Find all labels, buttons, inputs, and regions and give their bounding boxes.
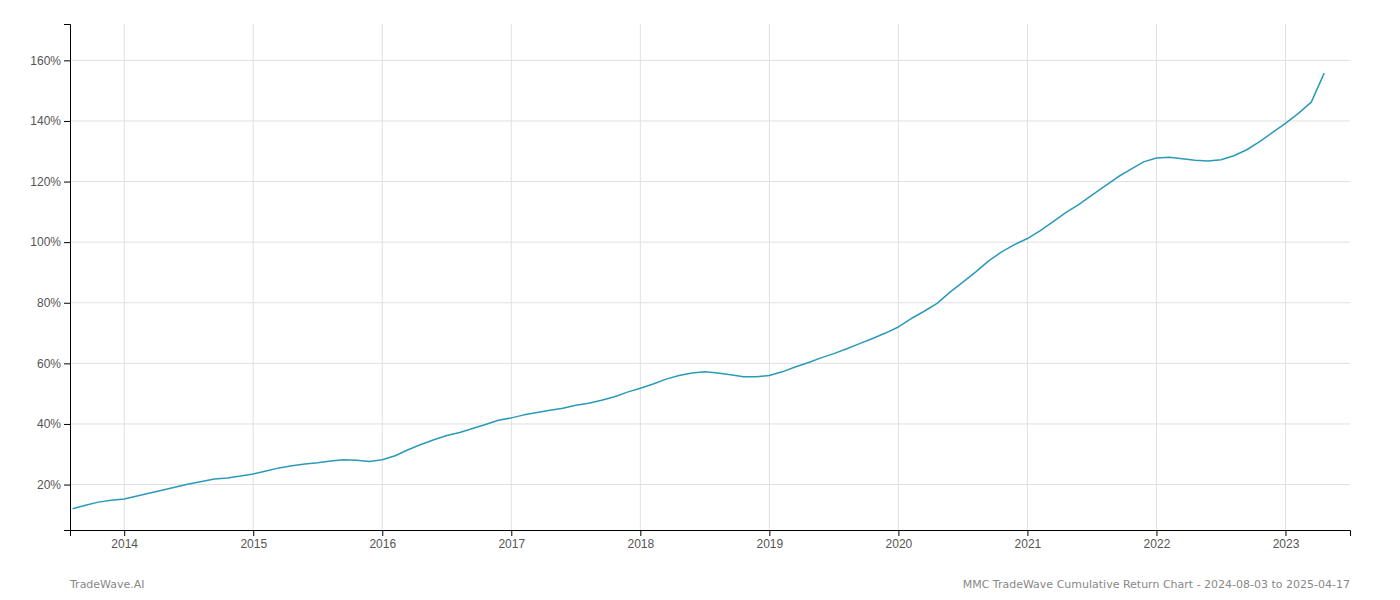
chart: 2014 2015 2016 2017 2018 2019 2020 2021 2022 2023… bbox=[0, 0, 1400, 600]
y-tick-mark bbox=[64, 424, 70, 425]
y-tick-label: 140% bbox=[30, 114, 61, 128]
grid bbox=[70, 24, 1350, 530]
x-tick-label: 2019 bbox=[757, 537, 784, 551]
y-tick-mark bbox=[64, 60, 70, 61]
x-tick: 2016 bbox=[369, 530, 396, 551]
y-tick: 120% bbox=[30, 175, 70, 189]
y-tick-mark bbox=[64, 485, 70, 486]
x-tick-mark bbox=[1027, 530, 1028, 536]
x-tick: 2014 bbox=[111, 530, 138, 551]
x-tick-label: 2023 bbox=[1273, 537, 1300, 551]
line bbox=[73, 73, 1325, 509]
x-tick-mark bbox=[769, 530, 770, 536]
x-tick: 2015 bbox=[240, 530, 267, 551]
y-tick-label: 120% bbox=[30, 175, 61, 189]
y-tick-label: 40% bbox=[37, 417, 61, 431]
grid-line bbox=[898, 24, 899, 530]
x-tick: 2020 bbox=[886, 530, 913, 551]
x-tick: 2021 bbox=[1015, 530, 1042, 551]
x-tick-label: 2020 bbox=[886, 537, 913, 551]
x-tick-label: 2022 bbox=[1144, 537, 1171, 551]
y-tick: 40% bbox=[37, 417, 70, 431]
grid-line bbox=[70, 181, 1350, 182]
y-tick-mark bbox=[64, 303, 70, 304]
x-tick-mark bbox=[253, 530, 254, 536]
x-tick-mark bbox=[640, 530, 641, 536]
grid-line bbox=[1027, 24, 1028, 530]
y-tick-mark bbox=[64, 363, 70, 364]
footer-text: TradeWave.AI bbox=[69, 578, 145, 591]
grid-line bbox=[70, 423, 1350, 424]
grid-line bbox=[70, 363, 1350, 364]
y-tick: 100% bbox=[30, 235, 70, 249]
x-tick-label: 2015 bbox=[240, 537, 267, 551]
y-tick: 80% bbox=[37, 296, 70, 310]
grid-line bbox=[640, 24, 641, 530]
x-tick: 2018 bbox=[627, 530, 654, 551]
grid-line bbox=[70, 302, 1350, 303]
footer-text: MMC TradeWave Cumulative Return Chart - … bbox=[963, 578, 1350, 591]
x-axis: 2014 2015 2016 2017 2018 2019 2020 2021 2022 2023 bbox=[71, 530, 1351, 551]
y-tick: 160% bbox=[30, 54, 70, 68]
y-axis-line bbox=[64, 25, 71, 531]
marks bbox=[73, 73, 1325, 509]
x-tick: 2019 bbox=[757, 530, 784, 551]
y-axis: 20% 40% 60% 80% 100% 120% 140% 160% bbox=[30, 25, 70, 531]
footer: TradeWave.AI MMC TradeWave Cumulative Ret… bbox=[69, 578, 1350, 591]
x-tick-mark bbox=[124, 530, 125, 536]
grid-line bbox=[70, 242, 1350, 243]
grid-line bbox=[70, 60, 1350, 61]
y-tick-label: 60% bbox=[37, 357, 61, 371]
x-tick: 2022 bbox=[1144, 530, 1171, 551]
x-tick-label: 2014 bbox=[111, 537, 138, 551]
x-axis-line bbox=[71, 531, 1351, 537]
grid-line bbox=[1285, 24, 1286, 530]
y-tick: 60% bbox=[37, 357, 70, 371]
y-tick: 20% bbox=[37, 478, 70, 492]
grid-line bbox=[70, 120, 1350, 121]
y-tick-mark bbox=[64, 182, 70, 183]
y-tick-label: 80% bbox=[37, 296, 61, 310]
x-tick-mark bbox=[382, 530, 383, 536]
grid-line bbox=[1156, 24, 1157, 530]
y-tick: 140% bbox=[30, 114, 70, 128]
x-tick-label: 2018 bbox=[627, 537, 654, 551]
x-tick-label: 2017 bbox=[498, 537, 525, 551]
x-tick-mark bbox=[511, 530, 512, 536]
x-tick-label: 2016 bbox=[369, 537, 396, 551]
grid-line bbox=[382, 24, 383, 530]
y-tick-mark bbox=[64, 121, 70, 122]
grid-line bbox=[253, 24, 254, 530]
grid-line bbox=[124, 24, 125, 530]
x-tick-mark bbox=[1156, 530, 1157, 536]
plot: 2014 2015 2016 2017 2018 2019 2020 2021 2022 2023… bbox=[30, 24, 1350, 551]
x-tick: 2023 bbox=[1273, 530, 1300, 551]
y-tick-label: 100% bbox=[30, 235, 61, 249]
x-tick-label: 2021 bbox=[1015, 537, 1042, 551]
y-tick-label: 160% bbox=[30, 54, 61, 68]
y-tick-label: 20% bbox=[37, 478, 61, 492]
grid-line bbox=[769, 24, 770, 530]
grid-line bbox=[511, 24, 512, 530]
grid-line bbox=[70, 484, 1350, 485]
x-tick: 2017 bbox=[498, 530, 525, 551]
x-tick-mark bbox=[1285, 530, 1286, 536]
x-tick-mark bbox=[898, 530, 899, 536]
y-tick-mark bbox=[64, 242, 70, 243]
